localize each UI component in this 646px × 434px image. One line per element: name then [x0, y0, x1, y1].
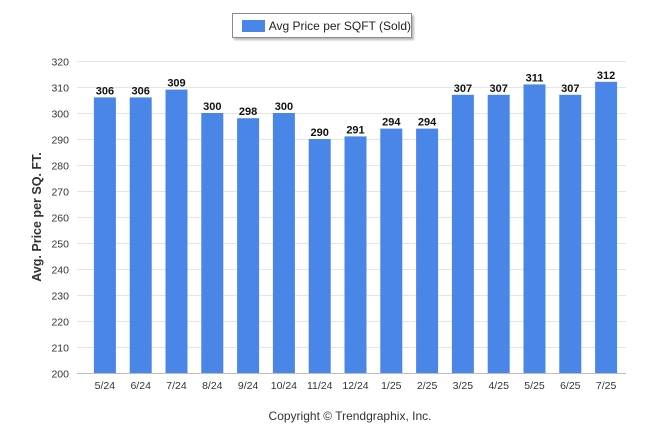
- x-tick-label: 3/25: [453, 380, 474, 392]
- y-tick-label: 310: [51, 83, 69, 95]
- data-label: 307: [561, 83, 579, 95]
- bar-11-24: [308, 139, 331, 373]
- y-tick-label: 240: [51, 265, 69, 277]
- y-tick-label: 230: [51, 291, 69, 303]
- y-tick-label: 290: [51, 135, 69, 147]
- y-tick-label: 200: [51, 369, 69, 381]
- bars: [93, 81, 618, 374]
- copyright-text: Copyright © Trendgraphix, Inc.: [268, 409, 432, 423]
- data-label: 312: [597, 70, 615, 82]
- bar-8-24: [201, 113, 224, 373]
- x-tick-label: 12/24: [342, 380, 368, 392]
- y-tick-label: 270: [51, 187, 69, 199]
- x-tick-label: 10/24: [271, 380, 297, 392]
- x-tick-label: 9/24: [238, 380, 259, 392]
- bar-4-25: [487, 94, 510, 374]
- x-tick-label: 8/24: [202, 380, 223, 392]
- data-label: 307: [454, 83, 472, 95]
- data-label: 300: [275, 101, 293, 113]
- y-axis-label: Avg. Price per SQ. FT.: [30, 152, 44, 282]
- data-label: 291: [346, 124, 364, 136]
- bar-5-24: [93, 97, 116, 374]
- data-label: 290: [311, 127, 329, 139]
- x-tick-label: 7/25: [596, 380, 617, 392]
- y-axis-ticks: 200 210 220 230 240 250 260 270 280 290 300 310 320: [51, 57, 69, 381]
- y-tick-label: 300: [51, 109, 69, 121]
- x-tick-label: 6/25: [560, 380, 581, 392]
- chart-legend: Avg Price per SQFT (Sold): [232, 13, 412, 38]
- data-label: 306: [96, 85, 114, 97]
- data-label: 294: [418, 117, 437, 129]
- x-tick-label: 2/25: [417, 380, 438, 392]
- data-label: 294: [382, 117, 401, 129]
- bar-6-24: [129, 97, 152, 374]
- data-label: 309: [167, 78, 185, 90]
- bar-2-25: [416, 128, 439, 373]
- bar-7-25: [595, 81, 618, 374]
- y-tick-label: 220: [51, 317, 69, 329]
- bar-7-24: [165, 89, 188, 373]
- x-tick-label: 5/24: [95, 380, 116, 392]
- x-tick-label: 1/25: [381, 380, 402, 392]
- legend-swatch: [242, 19, 265, 32]
- bar-1-25: [380, 128, 403, 373]
- bar-6-25: [559, 94, 582, 374]
- bar-12-24: [344, 136, 367, 373]
- data-label: 298: [239, 106, 257, 118]
- y-tick-label: 280: [51, 161, 69, 173]
- data-label: 300: [203, 101, 221, 113]
- x-tick-label: 11/24: [307, 380, 333, 392]
- x-tick-label: 7/24: [166, 380, 187, 392]
- x-tick-label: 4/25: [488, 380, 509, 392]
- bar-9-24: [237, 118, 260, 373]
- bar-10-24: [272, 113, 295, 373]
- y-tick-label: 250: [51, 239, 69, 251]
- x-tick-label: 5/25: [524, 380, 545, 392]
- y-tick-label: 260: [51, 213, 69, 225]
- y-tick-label: 210: [51, 343, 69, 355]
- x-tick-label: 6/24: [130, 380, 151, 392]
- data-label: 307: [490, 83, 508, 95]
- bar-3-25: [451, 94, 474, 374]
- data-label: 311: [526, 72, 544, 84]
- legend-label: Avg Price per SQFT (Sold): [268, 18, 411, 33]
- y-tick-label: 320: [51, 57, 69, 69]
- x-axis-ticks: 5/24 6/24 7/24 8/24 9/24 10/24 11/24 12/24 1/25 2…: [95, 380, 617, 392]
- data-label: 306: [132, 85, 150, 97]
- bar-5-25: [523, 84, 546, 374]
- data-labels: 306 306 309 300 298 300 290 291 294 294 307 307 311 3…: [96, 70, 616, 139]
